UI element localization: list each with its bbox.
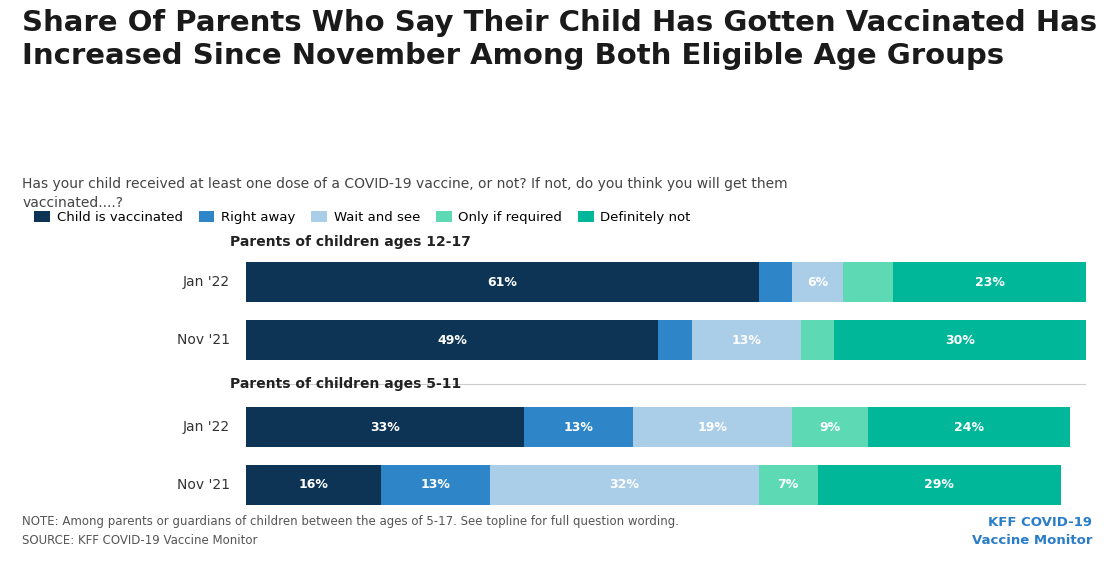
Text: 19%: 19%: [698, 420, 728, 434]
Text: Jan '22: Jan '22: [183, 275, 230, 290]
Text: 13%: 13%: [731, 334, 762, 347]
Bar: [491, 465, 759, 505]
Text: Share Of Parents Who Say Their Child Has Gotten Vaccinated Has
Increased Since N: Share Of Parents Who Say Their Child Has…: [22, 9, 1098, 70]
Text: 29%: 29%: [924, 478, 954, 492]
Text: 9%: 9%: [820, 420, 841, 434]
Text: 13%: 13%: [420, 478, 450, 492]
Text: 13%: 13%: [563, 420, 594, 434]
Text: Parents of children ages 5-11: Parents of children ages 5-11: [230, 376, 460, 391]
Text: 6%: 6%: [808, 276, 828, 289]
Text: 33%: 33%: [370, 420, 400, 434]
Bar: [834, 320, 1086, 360]
Bar: [657, 320, 691, 360]
Bar: [792, 262, 842, 302]
Text: Nov '21: Nov '21: [177, 478, 230, 492]
Text: 7%: 7%: [777, 478, 799, 492]
Bar: [758, 262, 792, 302]
Legend: Child is vaccinated, Right away, Wait and see, Only if required, Definitely not: Child is vaccinated, Right away, Wait an…: [29, 206, 696, 229]
Text: Nov '21: Nov '21: [177, 333, 230, 347]
Bar: [691, 320, 801, 360]
Text: 49%: 49%: [437, 334, 467, 347]
Text: 30%: 30%: [945, 334, 976, 347]
Text: Has your child received at least one dose of a COVID-19 vaccine, or not? If not,: Has your child received at least one dos…: [22, 177, 788, 210]
Bar: [801, 320, 834, 360]
Bar: [758, 465, 818, 505]
Bar: [893, 262, 1086, 302]
Bar: [381, 465, 489, 505]
Text: Jan '22: Jan '22: [183, 420, 230, 434]
Bar: [792, 407, 868, 447]
Text: Parents of children ages 12-17: Parents of children ages 12-17: [230, 236, 470, 250]
Bar: [246, 465, 381, 505]
Bar: [868, 407, 1070, 447]
Bar: [246, 262, 758, 302]
Bar: [246, 407, 523, 447]
Bar: [842, 262, 893, 302]
Text: 23%: 23%: [974, 276, 1005, 289]
Text: 32%: 32%: [609, 478, 640, 492]
Bar: [633, 407, 792, 447]
Bar: [523, 407, 633, 447]
Bar: [818, 465, 1061, 505]
Text: 24%: 24%: [954, 420, 983, 434]
Bar: [246, 320, 657, 360]
Text: 61%: 61%: [487, 276, 517, 289]
Text: KFF COVID-19
Vaccine Monitor: KFF COVID-19 Vaccine Monitor: [971, 516, 1092, 547]
Text: NOTE: Among parents or guardians of children between the ages of 5-17. See topli: NOTE: Among parents or guardians of chil…: [22, 515, 680, 547]
Text: 16%: 16%: [299, 478, 328, 492]
